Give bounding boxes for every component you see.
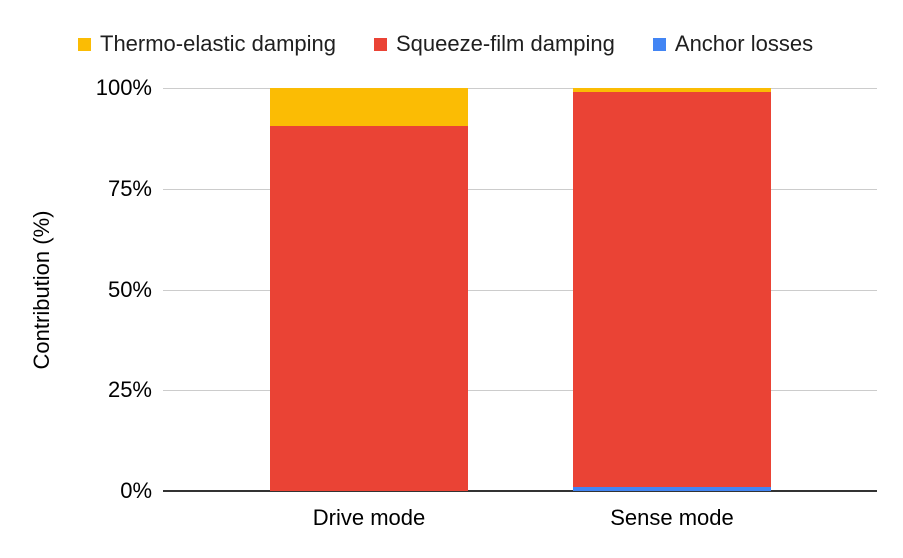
- gridline: [163, 289, 877, 291]
- x-axis-line: [163, 490, 877, 492]
- legend-label-anchor-losses: Anchor losses: [674, 31, 814, 56]
- bar-sense-mode: [573, 88, 771, 491]
- bar-segment-anchor-losses: [573, 486, 771, 491]
- legend-label-squeeze-film-damping: Squeeze-film damping: [395, 31, 615, 56]
- y-tick-label: 50%: [107, 276, 152, 302]
- legend-item-squeeze-film-damping: Squeeze-film damping: [373, 31, 615, 57]
- bar-segment-squeeze-film-damping: [573, 91, 771, 487]
- legend-swatch-squeeze-film-damping: [373, 37, 387, 51]
- legend-item-thermo-elastic-damping: Thermo-elastic damping: [78, 31, 336, 57]
- x-axis-label-sense-mode: Sense mode: [610, 505, 734, 530]
- gridline: [163, 390, 877, 392]
- y-tick-label: 100%: [95, 75, 152, 100]
- bar-segment-thermo-elastic-damping: [270, 88, 468, 127]
- legend-label-thermo-elastic-damping: Thermo-elastic damping: [100, 31, 336, 56]
- legend: Thermo-elastic damping Squeeze-film damp…: [78, 30, 813, 58]
- bar-segment-thermo-elastic-damping: [573, 88, 771, 92]
- y-tick-label: 0%: [120, 478, 152, 503]
- x-axis-label-drive-mode: Drive mode: [312, 505, 426, 530]
- legend-swatch-anchor-losses: [652, 37, 666, 51]
- gridline: [163, 88, 877, 89]
- y-tick-label: 75%: [107, 175, 152, 201]
- bar-drive-mode: [270, 88, 468, 491]
- legend-swatch-thermo-elastic-damping: [78, 37, 91, 51]
- y-tick-label: 25%: [107, 377, 152, 403]
- gridline: [163, 188, 877, 190]
- bar-segment-squeeze-film-damping: [270, 126, 468, 491]
- legend-item-anchor-losses: Anchor losses: [652, 31, 814, 57]
